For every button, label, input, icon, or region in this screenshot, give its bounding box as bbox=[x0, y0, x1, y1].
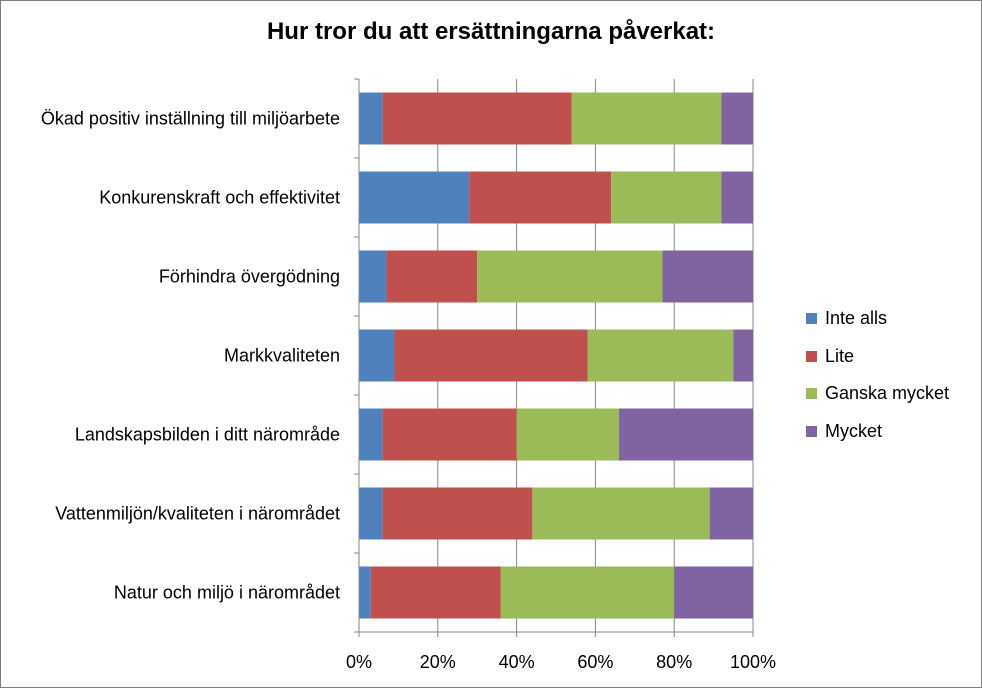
legend-swatch bbox=[806, 350, 817, 362]
bar-segment bbox=[359, 329, 395, 382]
bar-segment bbox=[587, 329, 734, 382]
category-label: Landskapsbilden i ditt närområde bbox=[75, 425, 340, 445]
legend-swatch bbox=[806, 313, 817, 325]
legend-item: Mycket bbox=[806, 413, 949, 451]
bar-segment bbox=[359, 487, 383, 540]
x-tick-label: 100% bbox=[730, 652, 776, 672]
bar-segment bbox=[733, 329, 753, 382]
category-label: Natur och miljö i närområdet bbox=[114, 583, 340, 603]
bar-segment bbox=[500, 566, 675, 619]
bar-segment bbox=[571, 92, 722, 145]
legend-label: Mycket bbox=[825, 420, 883, 441]
category-label: Förhindra övergödning bbox=[159, 267, 340, 287]
bar-segment bbox=[370, 566, 501, 619]
bar-segment bbox=[386, 250, 478, 303]
chart-title: Hur tror du att ersättningarna påverkat: bbox=[266, 18, 716, 45]
bar-segment bbox=[359, 408, 383, 461]
legend-label: Lite bbox=[825, 345, 855, 366]
bar-segment bbox=[382, 408, 517, 461]
bar-segment bbox=[382, 92, 572, 145]
x-tick-label: 60% bbox=[577, 652, 613, 672]
bar-segment bbox=[382, 487, 533, 540]
bar-segment bbox=[674, 566, 753, 619]
category-label: Konkurenskraft och effektivitet bbox=[99, 188, 340, 208]
bar-segment bbox=[359, 171, 470, 224]
bar-segment bbox=[359, 250, 387, 303]
x-tick-label: 40% bbox=[499, 652, 535, 672]
category-label: Vattenmiljön/kvaliteten i närområdet bbox=[55, 504, 340, 524]
bar-segment bbox=[477, 250, 663, 303]
legend-swatch bbox=[806, 425, 817, 437]
legend-item: Inte alls bbox=[806, 300, 949, 338]
x-tick-label: 80% bbox=[656, 652, 692, 672]
bar-segment bbox=[469, 171, 612, 224]
bar-segment bbox=[359, 92, 383, 145]
category-label: Markkvaliteten bbox=[224, 346, 340, 366]
legend-item: Lite bbox=[806, 338, 949, 376]
bar-segment bbox=[721, 171, 753, 224]
bar-segment bbox=[532, 487, 710, 540]
bar-segment bbox=[662, 250, 753, 303]
bar-segment bbox=[611, 171, 722, 224]
legend: Inte alls Lite Ganska mycket Mycket bbox=[806, 300, 949, 450]
legend-label: Inte alls bbox=[825, 308, 888, 329]
x-tick-label: 0% bbox=[346, 652, 372, 672]
legend-swatch bbox=[806, 388, 817, 400]
legend-label: Ganska mycket bbox=[825, 383, 950, 404]
bar-segment bbox=[619, 408, 753, 461]
bar-segment bbox=[721, 92, 753, 145]
legend-item: Ganska mycket bbox=[806, 375, 949, 413]
x-tick-label: 20% bbox=[420, 652, 456, 672]
bar-segment bbox=[709, 487, 753, 540]
bar-segment bbox=[394, 329, 588, 382]
category-label: Ökad positiv inställning till miljöarbet… bbox=[41, 109, 340, 129]
bar-segment bbox=[359, 566, 371, 619]
bar-segment bbox=[516, 408, 620, 461]
